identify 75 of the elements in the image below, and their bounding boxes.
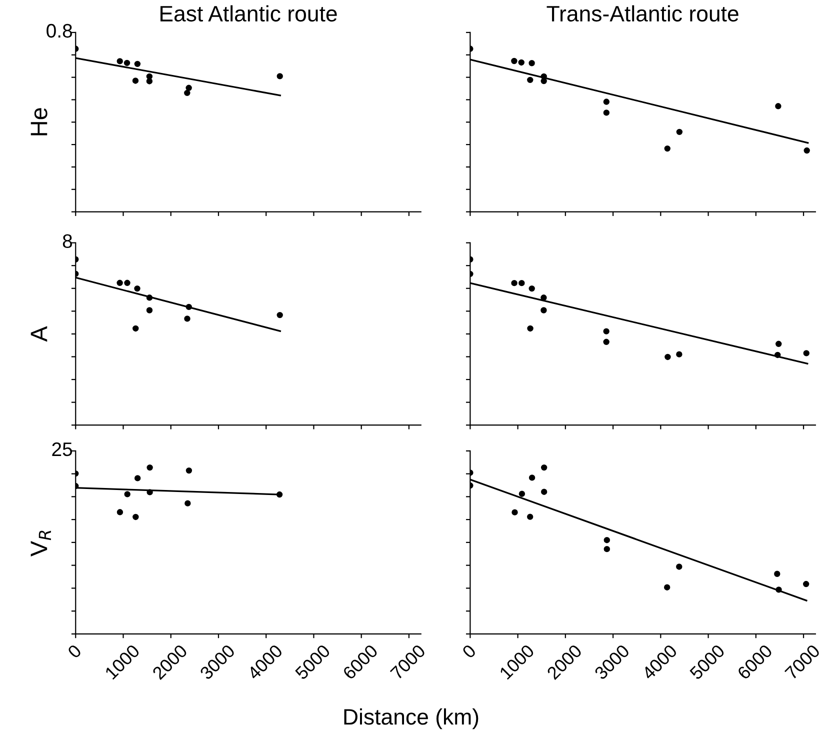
point bbox=[540, 464, 548, 471]
point bbox=[540, 294, 547, 301]
point bbox=[184, 316, 190, 322]
point bbox=[527, 325, 534, 332]
point bbox=[528, 285, 535, 292]
point bbox=[676, 564, 682, 570]
point bbox=[528, 60, 535, 66]
point bbox=[603, 98, 610, 105]
point bbox=[276, 73, 283, 80]
point bbox=[603, 328, 610, 334]
point bbox=[184, 500, 191, 506]
point bbox=[134, 285, 140, 292]
point bbox=[146, 489, 153, 496]
point bbox=[603, 338, 610, 345]
point bbox=[540, 307, 547, 314]
point bbox=[803, 350, 810, 356]
point bbox=[676, 128, 683, 136]
point bbox=[184, 90, 190, 96]
x-tick-label: 0 bbox=[66, 644, 82, 659]
point bbox=[518, 490, 526, 497]
point bbox=[124, 280, 130, 286]
text: 8 bbox=[62, 234, 72, 248]
point bbox=[776, 340, 782, 347]
point bbox=[528, 474, 536, 481]
point bbox=[276, 491, 283, 498]
point bbox=[776, 586, 782, 593]
point bbox=[146, 307, 153, 314]
point bbox=[134, 60, 141, 68]
chart-title: Trans-Atlantic route bbox=[546, 5, 738, 22]
point bbox=[124, 60, 130, 66]
point bbox=[276, 312, 283, 318]
point bbox=[804, 147, 810, 154]
point bbox=[664, 584, 670, 590]
point bbox=[132, 78, 139, 84]
text: 25 bbox=[52, 442, 72, 456]
point bbox=[186, 467, 192, 474]
chart-title: East Atlantic route bbox=[160, 5, 337, 22]
point bbox=[132, 325, 139, 332]
point bbox=[132, 514, 139, 520]
point bbox=[146, 294, 153, 301]
point bbox=[774, 570, 780, 577]
point bbox=[664, 145, 670, 152]
point bbox=[802, 580, 810, 588]
point bbox=[604, 537, 610, 544]
point bbox=[664, 354, 671, 360]
point bbox=[526, 514, 534, 520]
text: 0.8 bbox=[46, 24, 72, 38]
point bbox=[511, 280, 518, 286]
point bbox=[511, 58, 518, 64]
point bbox=[134, 475, 141, 482]
point bbox=[527, 76, 534, 84]
point bbox=[603, 110, 610, 116]
point bbox=[146, 78, 153, 84]
y-axis-title: V$_{R}$ bbox=[30, 530, 51, 556]
point bbox=[774, 352, 781, 358]
x-axis-title: Distance (km) bbox=[344, 708, 478, 730]
point bbox=[116, 58, 123, 64]
point bbox=[775, 103, 782, 110]
point bbox=[540, 78, 547, 84]
point bbox=[518, 280, 525, 286]
point bbox=[116, 509, 124, 516]
point bbox=[124, 491, 130, 498]
point bbox=[540, 488, 548, 495]
point bbox=[146, 73, 153, 80]
point bbox=[512, 509, 518, 516]
y-axis-title: He bbox=[30, 108, 48, 136]
point bbox=[518, 59, 524, 66]
point bbox=[676, 351, 682, 358]
point bbox=[186, 304, 192, 310]
x-tick-label: 0 bbox=[462, 644, 477, 659]
point bbox=[116, 280, 123, 286]
point bbox=[186, 84, 192, 92]
point bbox=[146, 464, 153, 471]
point bbox=[604, 546, 610, 552]
y-axis-title: A bbox=[30, 326, 48, 342]
